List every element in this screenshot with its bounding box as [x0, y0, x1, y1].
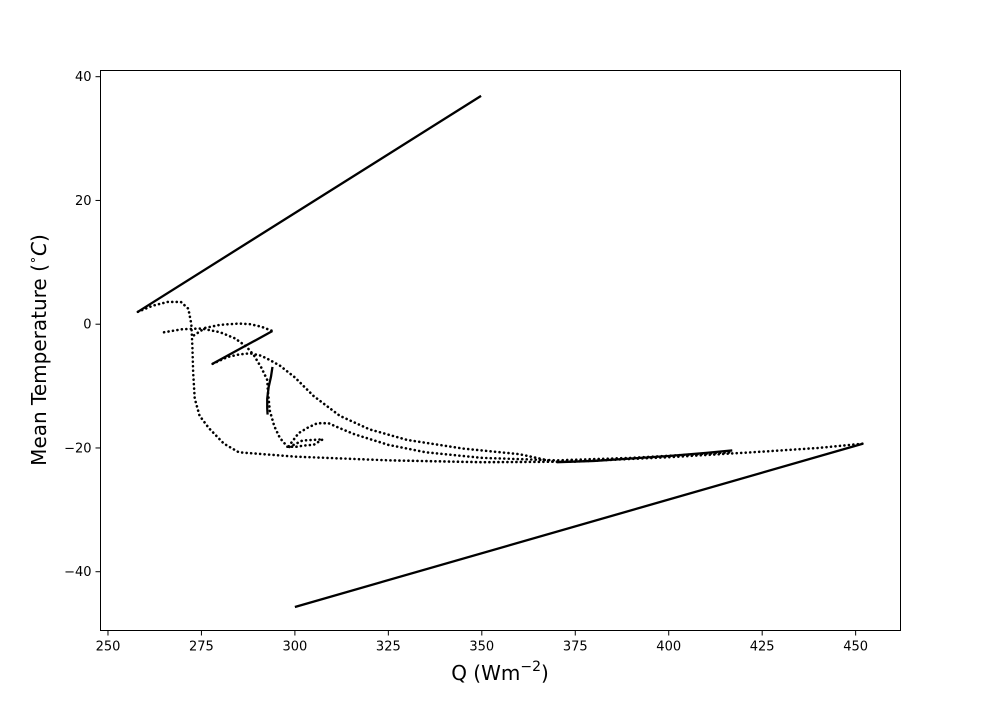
x-tick-label: 450 — [843, 640, 868, 655]
y-axis-label: Mean Temperature (∘C) — [26, 234, 51, 466]
dotted-branch-line-7 — [211, 351, 558, 464]
y-tick-label: −40 — [64, 565, 91, 580]
x-axis-label: Q (Wm−2) — [451, 659, 549, 685]
plot-area-frame — [100, 70, 901, 631]
x-tick-label: 275 — [189, 640, 214, 655]
solid-branch-line-2 — [212, 330, 274, 365]
y-axis-label-main: Mean Temperature ( — [27, 264, 51, 466]
x-tick-label: 375 — [563, 640, 588, 655]
x-tick-label: 425 — [750, 640, 775, 655]
y-tick-label: 0 — [83, 318, 91, 333]
x-tick-label: 400 — [656, 640, 681, 655]
solid-branch-line-0 — [137, 94, 482, 313]
y-tick-label: 20 — [75, 194, 92, 209]
x-axis-label-superscript: −2 — [520, 659, 541, 675]
dotted-branch-line-5 — [136, 300, 865, 464]
y-axis-label-end: ) — [27, 234, 51, 242]
x-axis-ticks: 250 275 300 325 350 375 400 425 450 — [96, 630, 868, 655]
x-tick-label: 250 — [96, 640, 121, 655]
y-axis-label-unit: C — [27, 242, 51, 256]
y-tick-label: −20 — [64, 441, 91, 456]
dotted-branch-line-6 — [162, 327, 734, 462]
dotted-branch-line-8 — [192, 322, 274, 337]
x-tick-label: 300 — [282, 640, 307, 655]
x-axis-label-end: ) — [541, 661, 549, 685]
x-tick-label: 325 — [376, 640, 401, 655]
x-tick-label: 350 — [469, 640, 494, 655]
x-axis-label-main: Q (Wm — [451, 661, 520, 685]
y-axis-ticks: 40 20 0 −20 −40 — [64, 70, 101, 580]
solid-branch-line-1 — [294, 442, 864, 609]
series-layer — [136, 94, 865, 609]
y-axis-label-degree: ∘ — [26, 256, 41, 264]
y-tick-label: 40 — [75, 70, 92, 85]
